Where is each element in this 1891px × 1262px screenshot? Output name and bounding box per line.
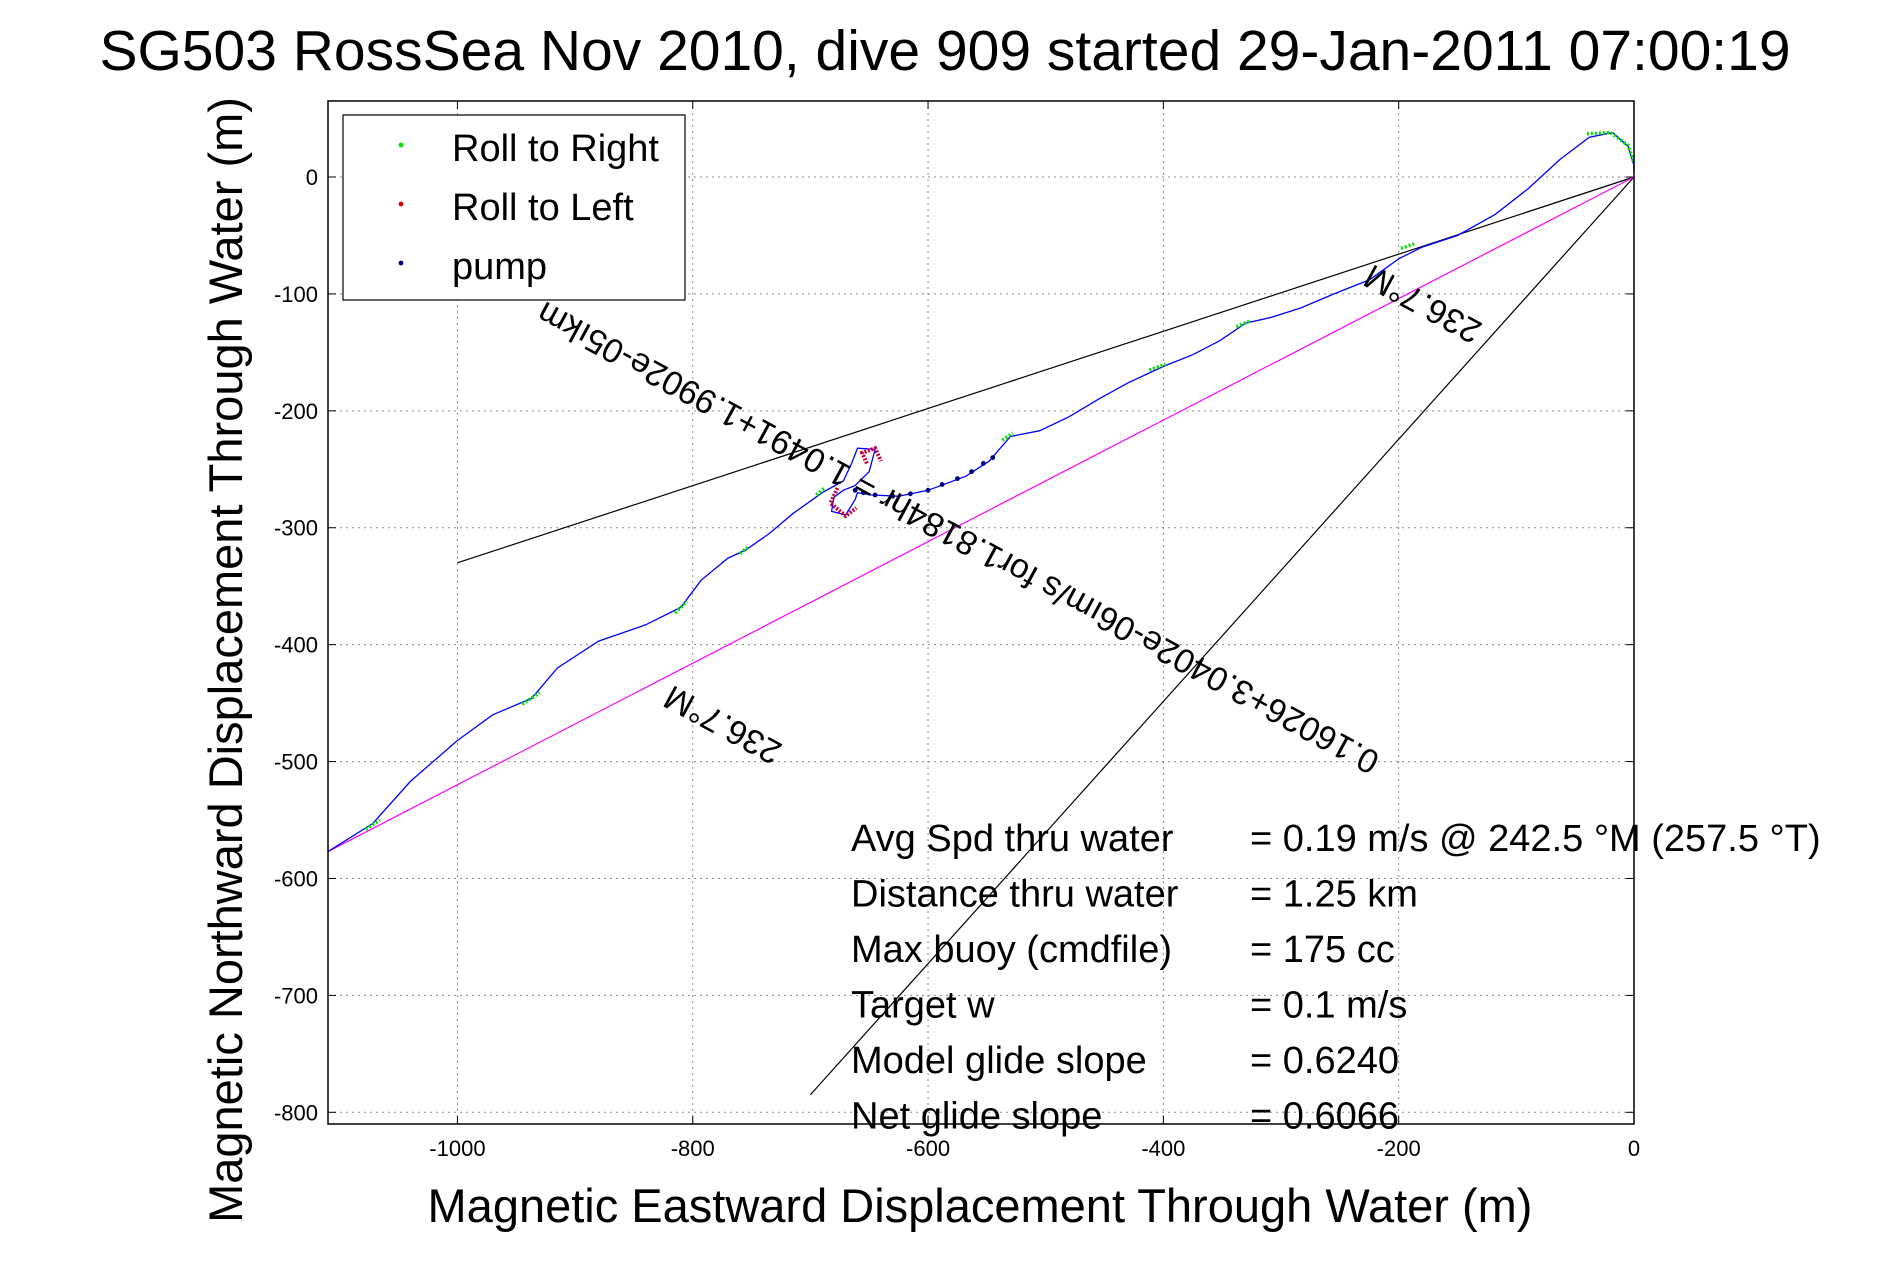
heading-annotation: 0.16026+3.0402e-06ım/s for1.8184hr = 1.0… [531, 294, 1386, 782]
info-value: = 175 cc [1250, 929, 1395, 971]
roll-left-segment [859, 445, 883, 465]
roll-right-segment [1148, 362, 1167, 372]
roll-right-segment [673, 600, 689, 615]
roll-right-segment [738, 545, 751, 555]
legend-label: pump [452, 246, 547, 288]
x-tick-label: -1000 [429, 1136, 485, 1161]
pump-point [939, 482, 945, 487]
info-value: = 0.6066 [1250, 1096, 1399, 1138]
y-tick-label: -800 [274, 1100, 318, 1125]
reference-line [327, 176, 1635, 853]
pump-point [980, 461, 986, 466]
data-series [327, 130, 1636, 853]
legend-label: Roll to Right [452, 128, 659, 170]
legend-label: Roll to Left [452, 187, 634, 229]
info-label: Net glide slope [851, 1096, 1102, 1138]
info-label: Target w [851, 985, 995, 1027]
pump-point [990, 455, 996, 460]
legend-marker [398, 201, 404, 207]
y-tick-label: -700 [274, 983, 318, 1008]
legend: Roll to Right Roll to Left pump [342, 114, 686, 301]
x-tick-label: -400 [1141, 1136, 1185, 1161]
pump-point [852, 487, 858, 493]
y-tick-label: 0 [306, 165, 318, 190]
roll-right-segment [364, 818, 381, 831]
info-value: = 0.19 m/s @ 242.5 °M (257.5 °T) [1250, 818, 1821, 860]
dive-summary: Avg Spd thru water = 0.19 m/s @ 242.5 °M … [851, 818, 1821, 1138]
x-axis-label: Magnetic Eastward Displacement Through W… [428, 1179, 1533, 1232]
heading-annotation: 236.7°M [658, 677, 788, 771]
pump-point [860, 490, 866, 496]
legend-marker [398, 142, 404, 148]
pump-point [872, 492, 878, 498]
roll-right-segment [815, 486, 826, 497]
info-value: = 0.1 m/s [1250, 985, 1407, 1027]
y-tick-label: -200 [274, 399, 318, 424]
reference-line [809, 176, 1635, 1096]
info-label: Model glide slope [851, 1040, 1147, 1082]
y-tick-label: -400 [274, 633, 318, 658]
tick-labels: -1000 -800 -600 -400 -200 0 0 -100 -200 -300 -400 -… [274, 101, 1640, 1161]
info-label: Max buoy (cmdfile) [851, 929, 1172, 971]
x-tick-label: -800 [671, 1136, 715, 1161]
x-tick-label: 0 [1628, 1136, 1640, 1161]
track-line [327, 131, 1635, 853]
roll-left-segment [827, 487, 858, 519]
y-axis-label: Magnetic Northward Displacement Through … [199, 97, 252, 1223]
roll-right-segment [521, 691, 541, 706]
x-tick-label: -200 [1377, 1136, 1421, 1161]
roll-right-segment [1400, 241, 1416, 250]
y-tick-label: -300 [274, 516, 318, 541]
pump-point [969, 469, 974, 475]
y-tick-label: -100 [274, 282, 318, 307]
y-tick-label: -600 [274, 866, 318, 891]
plot-area-frame [327, 100, 1635, 1125]
chart-title: SG503 RossSea Nov 2010, dive 909 started… [99, 19, 1790, 83]
legend-marker [398, 260, 404, 266]
info-label: Distance thru water [851, 874, 1179, 916]
info-value: = 0.6240 [1250, 1040, 1399, 1082]
heading-annotations: 236.7°M0.16026+3.0402e-06ım/s for1.8184h… [531, 257, 1488, 782]
roll-right-segment [1586, 130, 1636, 164]
heading-annotation: 236.7°M [1358, 257, 1488, 351]
info-label: Avg Spd thru water [851, 818, 1174, 860]
y-tick-label: -500 [274, 750, 318, 775]
x-tick-label: -600 [906, 1136, 950, 1161]
info-value: = 1.25 km [1250, 874, 1418, 916]
pump-point [955, 476, 960, 482]
pump-point [925, 487, 931, 493]
pump-point [890, 493, 896, 499]
roll-right-segment [1235, 319, 1252, 329]
pump-point [908, 491, 913, 497]
